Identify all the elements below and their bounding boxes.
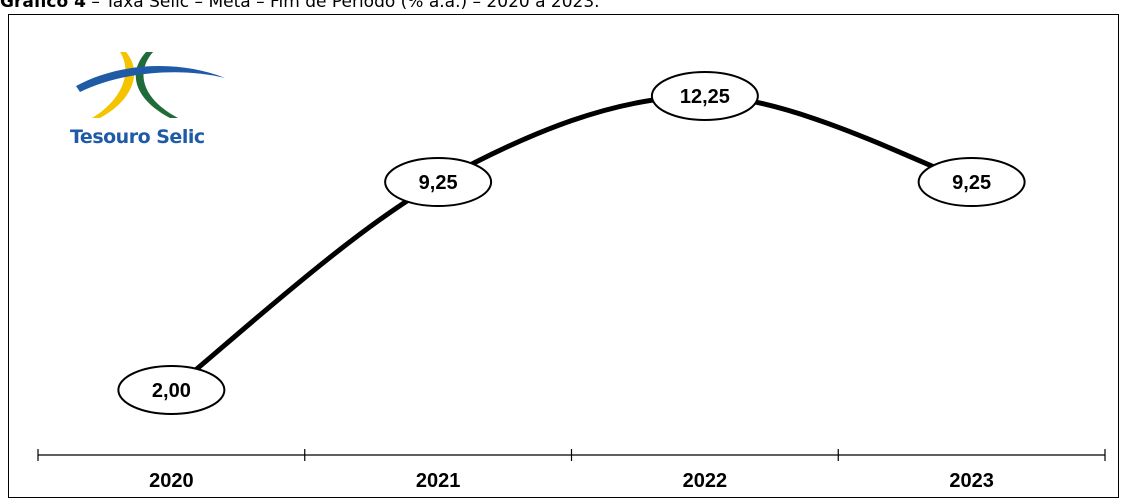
data-label-bubble (117, 365, 226, 415)
tesouro-selic-logo (76, 52, 225, 118)
data-point: 9,25 (384, 157, 493, 208)
data-point: 12,25 (650, 71, 759, 121)
chart-frame (8, 14, 1119, 498)
data-point: 2,00 (117, 365, 226, 415)
data-label: 2,00 (152, 380, 191, 402)
logo-blue-swoosh (76, 66, 225, 92)
data-label-bubble (650, 71, 759, 121)
caption-prefix: Gráfico 4 (0, 0, 86, 12)
x-tick-label: 2023 (949, 470, 994, 492)
data-label: 9,25 (952, 172, 991, 194)
logo-yellow-swoosh (92, 52, 135, 118)
data-label-bubble (384, 157, 493, 208)
data-label: 9,25 (419, 172, 458, 194)
chart-caption: Gráfico 4 – Taxa Selic – Meta – Fim de P… (0, 0, 1121, 13)
data-label: 12,25 (680, 86, 730, 108)
data-label-bubble (917, 157, 1026, 208)
x-tick-label: 2021 (416, 470, 461, 492)
data-point: 9,25 (917, 157, 1026, 208)
logo-green-swoosh (135, 52, 178, 118)
caption-text: – Taxa Selic – Meta – Fim de Período (% … (85, 0, 600, 12)
logo-text: Tesouro Selic (70, 126, 205, 148)
x-tick-label: 2020 (149, 470, 194, 492)
x-tick-label: 2022 (683, 470, 728, 492)
series-line (168, 93, 975, 393)
